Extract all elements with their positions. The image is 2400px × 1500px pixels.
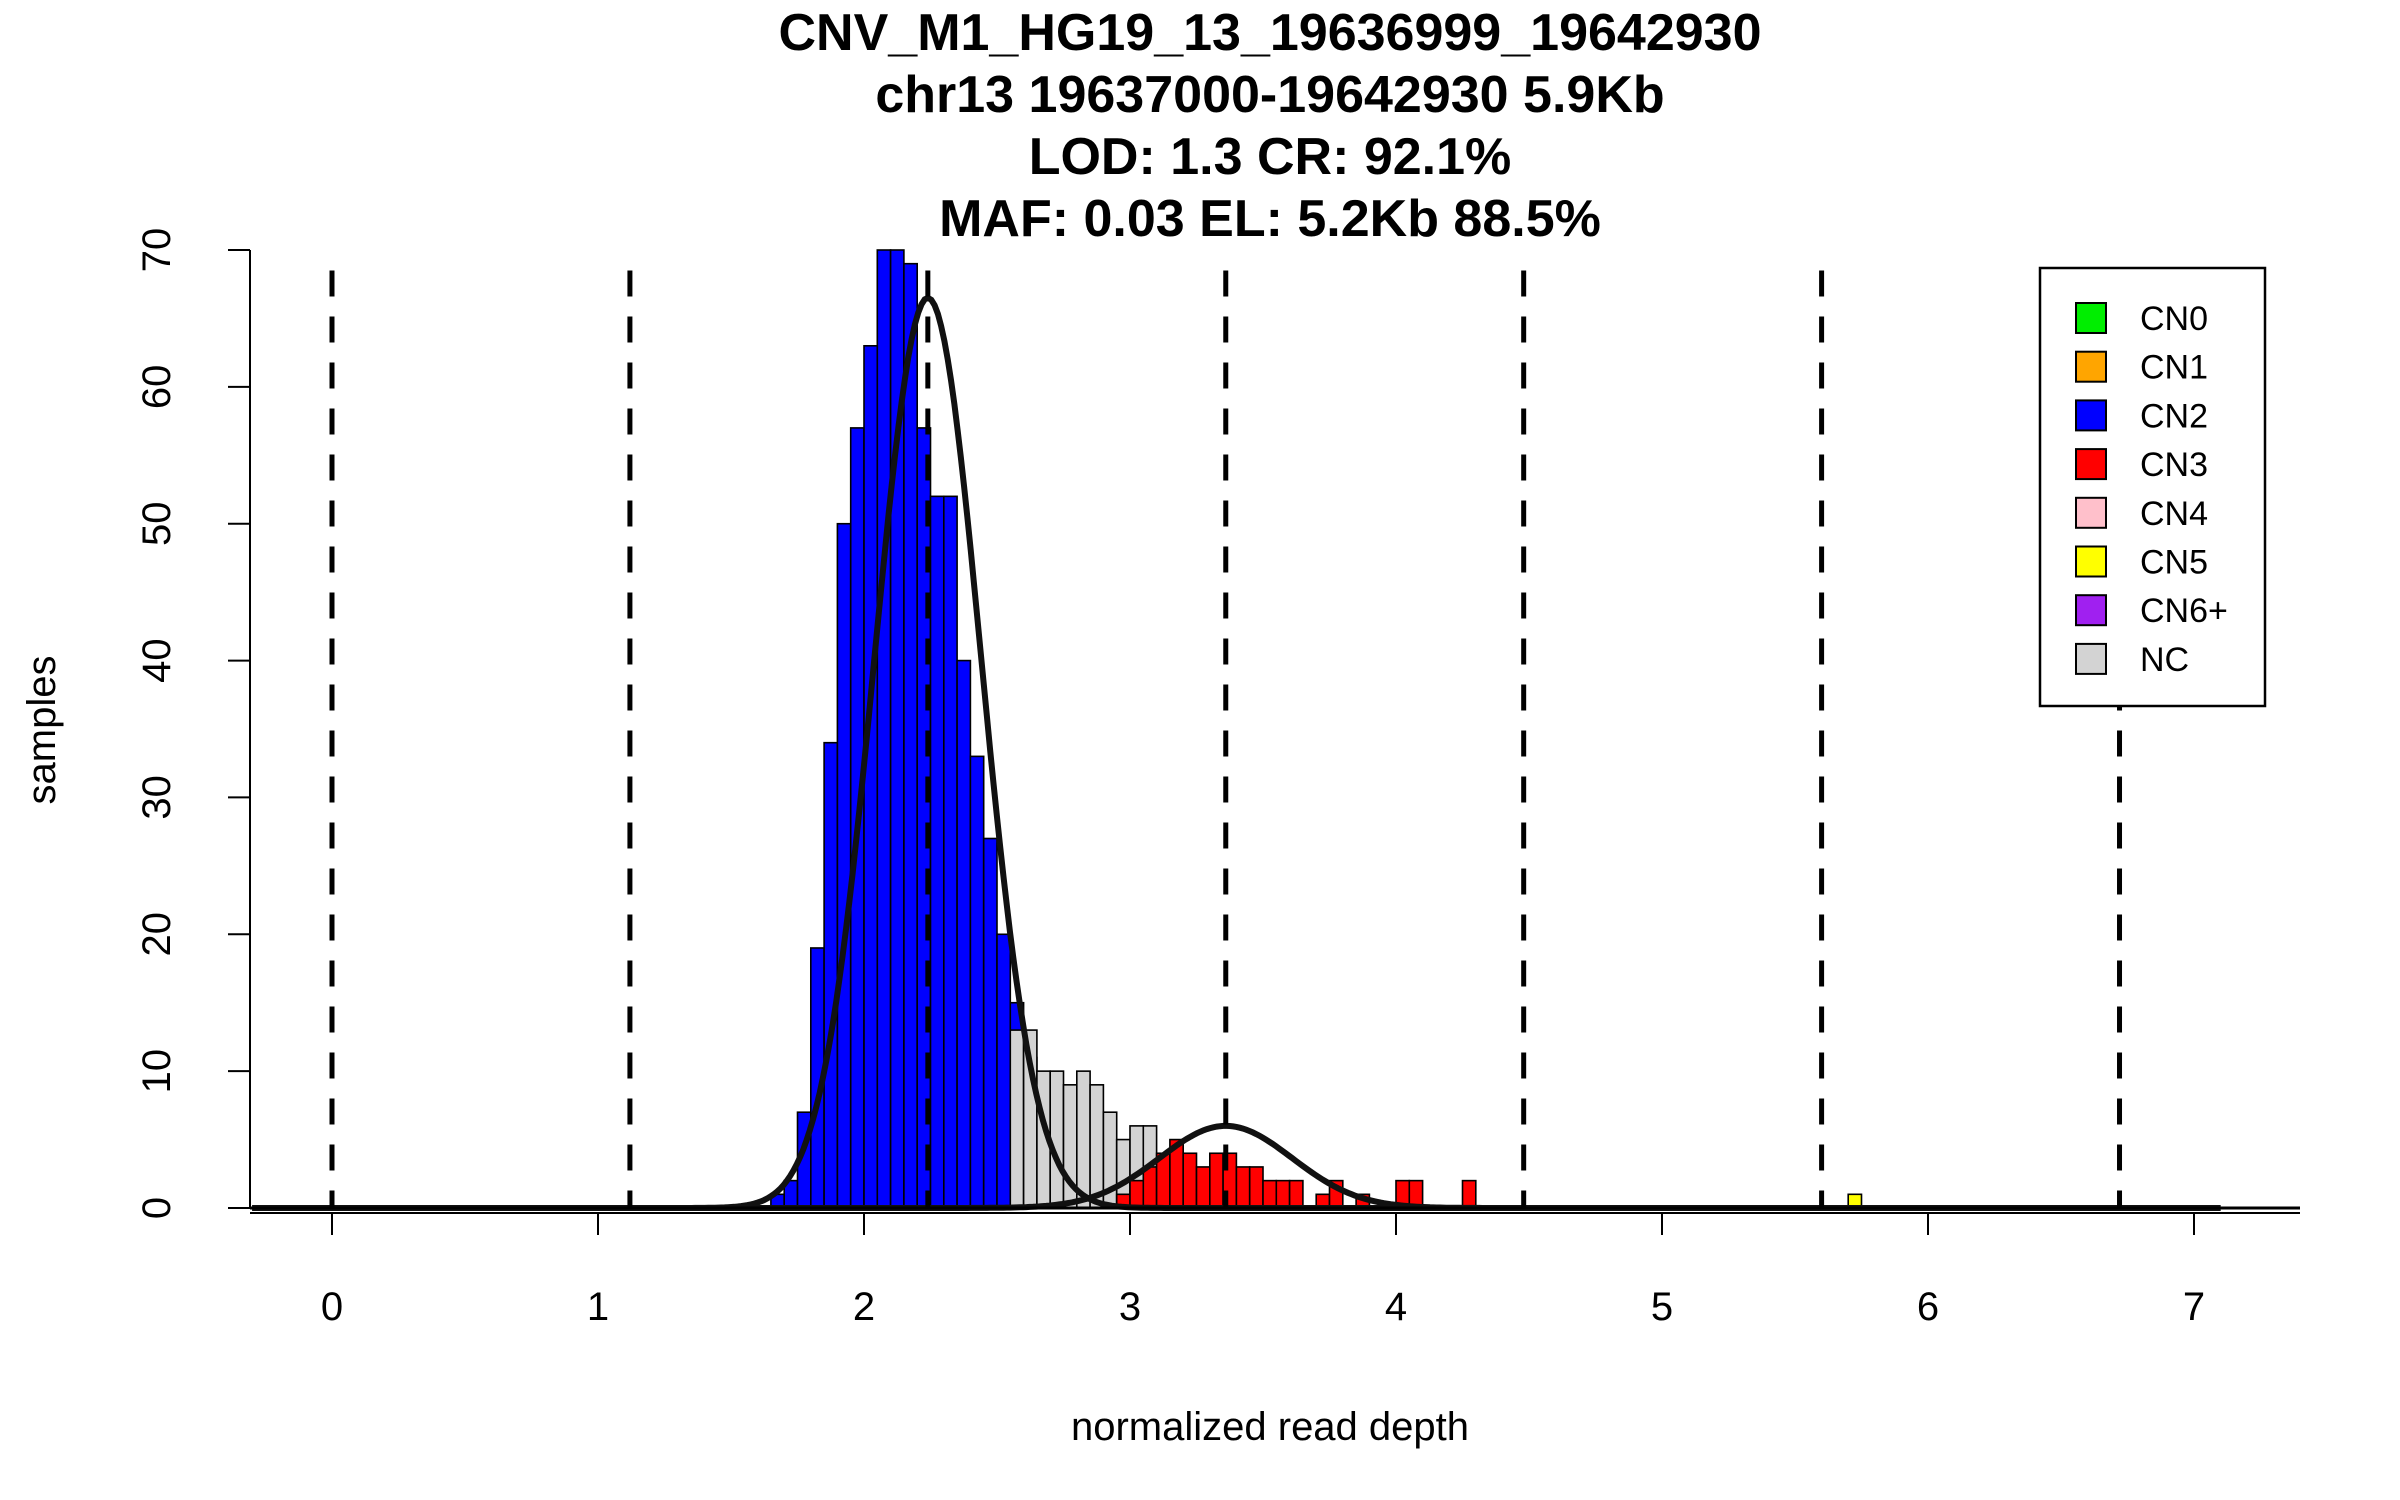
- y-tick-label: 60: [135, 365, 179, 410]
- legend-label: CN4: [2140, 495, 2208, 533]
- bar-cn3: [1182, 1152, 1198, 1209]
- bar-nc: [1009, 1029, 1025, 1209]
- x-tick-label: 4: [1385, 1285, 1407, 1329]
- bar-cn2: [916, 427, 932, 1209]
- bar-cn3: [1209, 1152, 1224, 1209]
- bar-cn3: [1275, 1179, 1291, 1209]
- y-tick-label: 40: [135, 638, 179, 683]
- axes: 0 10 20 30 40 50 60 70 0 1 2 3 4 5 6 7: [135, 228, 2300, 1329]
- legend-swatch: [2075, 594, 2107, 627]
- x-tick-label: 2: [853, 1285, 875, 1329]
- title-line-2: chr13 19637000-19642930 5.9Kb: [875, 66, 1664, 124]
- bar-cn2: [876, 249, 892, 1209]
- fit-curve-1: [252, 294, 2221, 1211]
- bar-cn3: [1195, 1166, 1211, 1209]
- y-tick-label: 70: [135, 228, 179, 273]
- x-tick-label: 7: [2183, 1285, 2205, 1329]
- legend-label: CN1: [2140, 349, 2208, 387]
- x-tick-label: 6: [1917, 1285, 1939, 1329]
- bar-cn3: [1262, 1179, 1278, 1209]
- bar-cn2: [956, 659, 972, 1209]
- legend-swatch: [2075, 448, 2107, 481]
- chart-title: CNV_M1_HG19_13_19636999_19642930 chr13 1…: [778, 4, 1761, 248]
- x-axis-label: normalized read depth: [1071, 1405, 1469, 1449]
- legend-label: CN5: [2140, 544, 2208, 582]
- legend-label: CN0: [2140, 300, 2208, 338]
- bar-nc: [1076, 1070, 1091, 1209]
- bar-cn3: [1248, 1166, 1264, 1209]
- bar-nc: [1049, 1070, 1065, 1209]
- fit-curves: [252, 294, 2221, 1211]
- bar-nc: [1089, 1084, 1105, 1209]
- bar-cn2: [929, 495, 945, 1209]
- title-line-4: MAF: 0.03 EL: 5.2Kb 88.5%: [939, 190, 1601, 248]
- title-line-1: CNV_M1_HG19_13_19636999_19642930: [778, 4, 1761, 62]
- title-line-3: LOD: 1.3 CR: 92.1%: [1029, 128, 1512, 186]
- legend-swatch: [2075, 496, 2107, 529]
- histogram-bars: [770, 249, 1863, 1209]
- bar-cn3: [1235, 1166, 1251, 1209]
- y-tick-label: 10: [135, 1049, 179, 1094]
- bar-cn2: [982, 837, 998, 1209]
- copy-number-thresholds: [329, 270, 2123, 1208]
- x-tick-label: 1: [587, 1285, 609, 1329]
- legend-label: CN3: [2140, 446, 2208, 484]
- legend-swatch: [2075, 302, 2107, 334]
- x-tick-label: 0: [321, 1285, 343, 1329]
- legend-swatch: [2075, 350, 2107, 383]
- y-tick-label: 0: [135, 1197, 179, 1219]
- legend: CN0 CN1 CN2 CN3 CN4 CN5 CN6+ NC: [2038, 266, 2267, 708]
- bar-cn2: [903, 262, 919, 1209]
- legend-label: CN6+: [2140, 592, 2228, 630]
- legend-swatch: [2075, 545, 2107, 578]
- bar-cn2: [942, 495, 958, 1209]
- legend-swatch: [2075, 399, 2107, 432]
- bar-cn2: [996, 933, 1012, 1209]
- bar-cn3: [1142, 1166, 1158, 1209]
- bar-cn2: [863, 344, 879, 1209]
- legend-label: CN2: [2140, 397, 2208, 435]
- y-axis-label: samples: [20, 656, 64, 805]
- legend-box: [2038, 266, 2267, 708]
- bar-cn2: [836, 522, 852, 1209]
- y-tick-label: 50: [135, 501, 179, 546]
- bar-cn3: [1129, 1179, 1145, 1209]
- bar-cn2: [823, 741, 839, 1209]
- x-tick-label: 5: [1651, 1285, 1673, 1329]
- x-tick-label: 3: [1119, 1285, 1141, 1329]
- legend-swatch: [2075, 642, 2107, 675]
- bar-cn2: [969, 755, 985, 1209]
- y-tick-label: 30: [135, 775, 179, 820]
- bar-cn3: [1288, 1179, 1304, 1209]
- bar-cn3: [1461, 1179, 1477, 1209]
- legend-label: NC: [2140, 641, 2189, 679]
- y-tick-label: 20: [135, 912, 179, 957]
